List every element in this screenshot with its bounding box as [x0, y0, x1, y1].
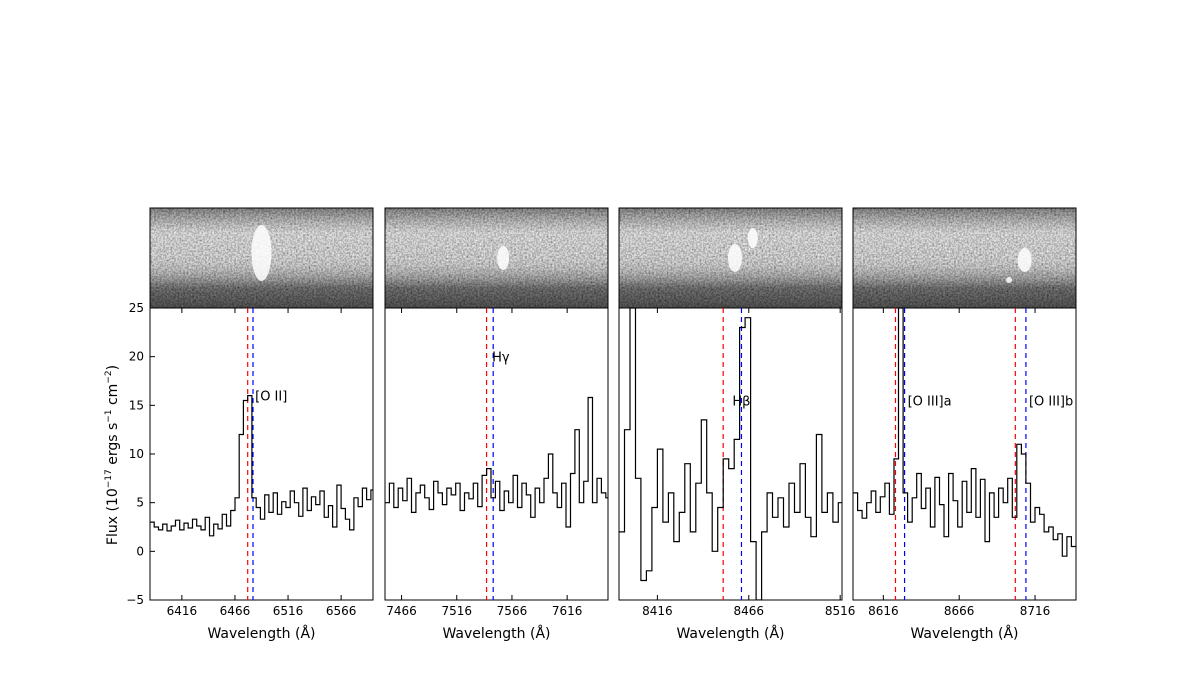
- x-tick-label: 6416: [167, 604, 198, 618]
- x-axis-label: Wavelength (Å): [910, 625, 1018, 642]
- y-axis-label-exp: −2: [104, 370, 114, 383]
- spectrum-panel-hbeta: 8416 8466 8516 Hβ Wavelength (Å): [618, 207, 856, 642]
- spectrum-2d-image: [385, 208, 608, 308]
- x-tick-label: 7516: [441, 604, 472, 618]
- plot-frame: [384, 307, 609, 601]
- emission-blob: [727, 244, 742, 272]
- spectrum-panel-hgamma: 7466 7516 7566 7616 Hγ Wavelength (Å): [384, 207, 609, 642]
- y-tick-label: 10: [129, 447, 144, 461]
- line-annotation: [O III]a: [908, 394, 952, 409]
- plot-frame: [149, 307, 374, 601]
- y-tick-label: −5: [126, 593, 144, 607]
- x-axis-label: Wavelength (Å): [442, 625, 550, 642]
- y-axis-label-part: cm: [105, 384, 121, 410]
- plot-frame: [852, 307, 1077, 601]
- emission-blob: [1006, 277, 1013, 283]
- emission-blob: [1017, 248, 1032, 272]
- emission-blob: [497, 246, 510, 270]
- y-axis-label: Flux (10−17 ergs s−1 cm−2): [104, 365, 121, 545]
- spectrum-panel-oiii: 8616 8666 8716 [O III]a [O III]b Wavelength (…: [852, 207, 1077, 642]
- emission-blob: [747, 228, 758, 248]
- y-axis-label-part: ): [105, 365, 121, 370]
- plot-frame: [618, 307, 843, 601]
- line-annotation: Hβ: [732, 394, 750, 409]
- x-axis-label: Wavelength (Å): [676, 625, 784, 642]
- x-tick-label: 8666: [944, 604, 975, 618]
- y-tick-label: 0: [136, 544, 144, 558]
- x-tick-label: 8466: [734, 604, 765, 618]
- spectrum-panel-oii: 6416 6466 6516 6566 −5 0 5 10 15 20 25 [O II] Wavele…: [126, 207, 374, 642]
- x-tick-label: 6466: [220, 604, 251, 618]
- y-axis-label-part: Flux (10: [105, 488, 121, 545]
- line-annotation: Hγ: [492, 351, 510, 366]
- image-band-shading: [385, 208, 608, 308]
- y-tick-label: 15: [129, 398, 144, 412]
- y-tick-label: 5: [136, 496, 144, 510]
- x-tick-label: 8616: [868, 604, 899, 618]
- spectrum-2d-image: [150, 208, 373, 308]
- spectrum-series: [853, 308, 1076, 557]
- spectrum-series: [385, 396, 608, 528]
- line-annotation: [O II]: [255, 389, 287, 404]
- y-tick-label: 25: [129, 301, 144, 315]
- x-axis-label: Wavelength (Å): [207, 625, 315, 642]
- x-tick-label: 7616: [552, 604, 583, 618]
- spectrum-series: [619, 308, 842, 600]
- y-tick-label: 20: [129, 350, 144, 364]
- y-axis-label-exp: −17: [104, 469, 114, 488]
- spectrum-2d-image: [853, 208, 1076, 308]
- x-tick-label: 8716: [1020, 604, 1051, 618]
- y-axis-label-part: ergs s: [105, 423, 121, 470]
- y-axis-label-exp: −1: [104, 409, 114, 422]
- x-tick-label: 6566: [326, 604, 357, 618]
- x-tick-label: 7466: [386, 604, 417, 618]
- x-tick-label: 8416: [642, 604, 673, 618]
- x-tick-label: 6516: [273, 604, 304, 618]
- x-tick-label: 8516: [825, 604, 856, 618]
- spectrum-series: [150, 395, 373, 537]
- line-annotation: [O III]b: [1029, 394, 1073, 409]
- image-band-shading: [853, 208, 1076, 308]
- spectrum-2d-image: [619, 208, 842, 308]
- emission-blob: [251, 225, 272, 281]
- x-tick-label: 7566: [497, 604, 528, 618]
